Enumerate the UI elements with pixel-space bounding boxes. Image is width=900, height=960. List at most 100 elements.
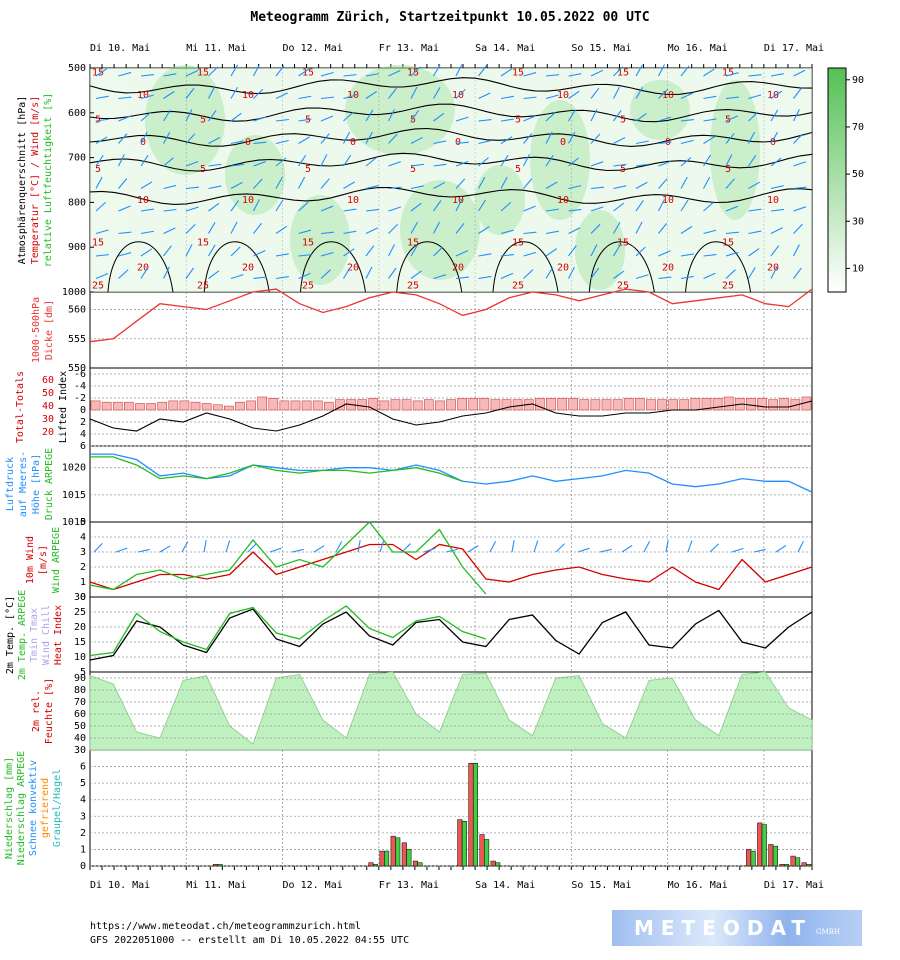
wind-barb [613, 163, 627, 167]
total-totals-bar [757, 397, 767, 411]
wind-barb [725, 231, 739, 235]
wind-barb [208, 66, 219, 77]
total-totals-bar [223, 405, 234, 411]
panel-frame-7 [89, 749, 813, 867]
wind-barb [568, 227, 581, 234]
series-line-arpege [90, 456, 463, 482]
wind-barb [793, 87, 802, 99]
wind-barb [590, 109, 598, 122]
total-totals-tick-label: 50 [42, 388, 54, 399]
temperature-contour-label: 5 [515, 164, 521, 175]
total-totals-bar [190, 401, 201, 411]
series-line-gfs [89, 608, 813, 661]
wind-barb [433, 274, 447, 280]
wind-barb [253, 64, 260, 77]
wind-10m-arrow [643, 541, 651, 553]
wind-barb [635, 112, 647, 122]
wind-barb [298, 118, 312, 122]
wind-barb [545, 181, 558, 189]
wind-barb [680, 65, 690, 77]
wind-barb [163, 266, 170, 279]
wind-barb [658, 64, 666, 77]
total-totals-bar [401, 399, 412, 411]
pressure-ylabel: auf Meeres- [18, 451, 29, 517]
wind-barb [118, 96, 132, 100]
wind-barb [568, 185, 582, 190]
wind-barb [410, 202, 422, 212]
wind-10m-arrow [269, 547, 282, 553]
lifted-index-tick-label: -4 [74, 381, 86, 392]
temperature-contour-label: 5 [200, 115, 206, 126]
wind-barb [320, 178, 330, 189]
total-totals-bar [235, 401, 245, 411]
wind-barb [455, 160, 469, 167]
precip-gfs-bar [368, 862, 374, 867]
temperature-contour-label: 10 [452, 90, 464, 101]
wind-barb [343, 208, 357, 212]
wind-barb [388, 69, 401, 77]
wind-barb [388, 244, 395, 257]
wind-barb [343, 94, 357, 100]
meteodat-logo[interactable]: METEODAT GMBH [612, 910, 862, 946]
wind-barb [208, 222, 216, 234]
wind-barb [748, 267, 756, 279]
wind-barb [433, 112, 445, 122]
wind-barb [523, 231, 537, 235]
y-tick-label: 20 [74, 622, 86, 633]
wind-barb [118, 154, 125, 167]
temperature-contour-label: 10 [767, 195, 779, 206]
wind-barb [748, 154, 757, 167]
precip-tick-label: 1 [80, 844, 86, 855]
total-totals-bar [90, 400, 101, 411]
cross-section-ylabel: Temperatur [°C] / Wind [m/s] [30, 96, 41, 265]
wind-barb [118, 115, 131, 122]
temperature-ylabel: Tmin Tmax [29, 608, 40, 662]
wind-barb [343, 74, 357, 77]
cross-section-ylabel: Atmosphärenquerschnitt [hPa] [17, 96, 28, 265]
series-line-arpege [89, 521, 487, 595]
wind-barb [253, 88, 264, 99]
wind-barb [320, 115, 334, 122]
temperature-contour-label: 0 [245, 137, 251, 148]
wind-barb [95, 136, 108, 144]
wind-10m-arrow [577, 547, 590, 553]
temperature-contour-label: 20 [242, 262, 254, 273]
wind-barb [185, 267, 195, 279]
wind-barb [770, 208, 784, 212]
precip-arpege-bar [406, 849, 412, 867]
total-totals-bar [512, 399, 523, 411]
total-totals-bar [435, 400, 445, 411]
wind-barb [163, 245, 172, 257]
total-totals-bar [212, 404, 223, 411]
wind-10m-arrow [357, 540, 361, 553]
total-totals-tick-label: 40 [42, 401, 54, 412]
wind-barb [500, 68, 513, 77]
wind-barb [230, 64, 239, 77]
wind-barb [343, 111, 354, 122]
total-totals-tick-label: 30 [42, 414, 54, 425]
wind-barb [793, 223, 803, 234]
total-totals-bar [679, 399, 690, 411]
precip-arpege-bar [806, 864, 812, 867]
temperature-contour-label: 15 [302, 67, 314, 78]
wind-barb [545, 208, 559, 212]
wind-barb [163, 157, 174, 167]
total-totals-bar [501, 399, 512, 411]
wind-barb [478, 275, 492, 280]
total-totals-bar [668, 399, 679, 411]
wind-barb [455, 64, 463, 77]
wind-barb [163, 131, 171, 144]
temperature-contour-label: 25 [302, 280, 314, 291]
bottom-day-label: So 15. Mai [571, 880, 631, 891]
total-totals-bar [657, 399, 667, 411]
wind-barb [725, 115, 739, 122]
wind-10m-arrow [533, 540, 539, 553]
footer-url[interactable]: https://www.meteodat.ch/meteogrammzurich… [90, 921, 361, 932]
wind-barb [455, 199, 463, 212]
wind-barb [388, 186, 402, 190]
wind-barb [658, 276, 672, 280]
wind-barb [725, 205, 739, 212]
wind-barb [613, 66, 624, 77]
wind-barb [185, 133, 196, 144]
wind-barb [388, 161, 401, 167]
